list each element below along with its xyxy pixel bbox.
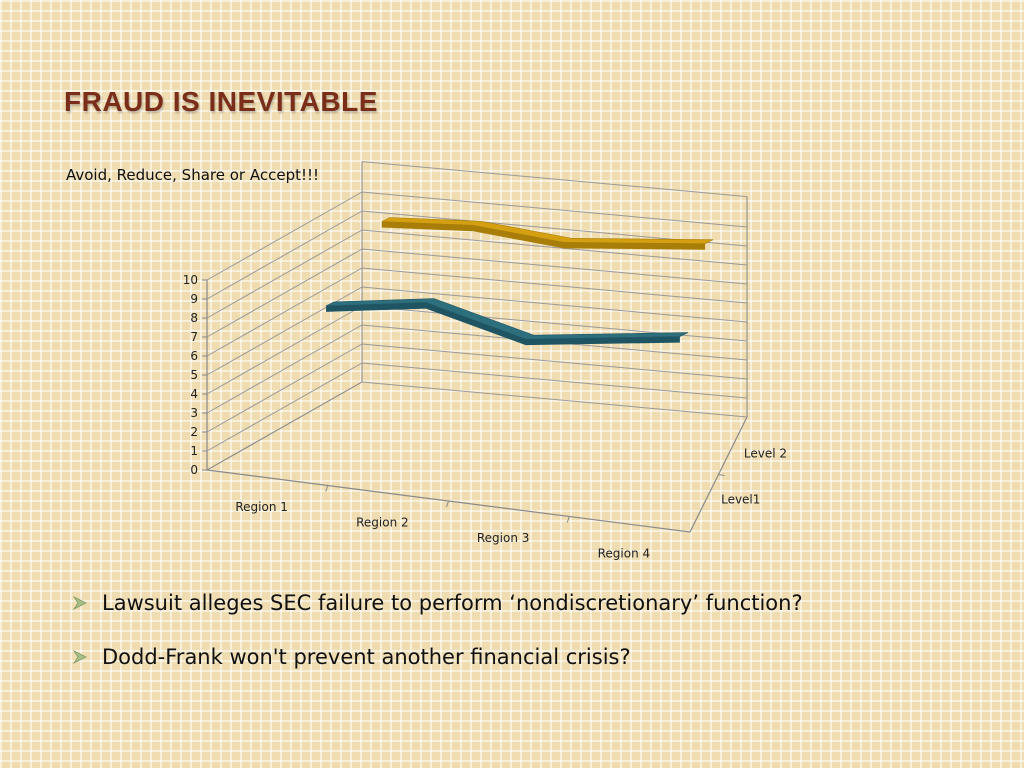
gridline-side — [206, 362, 363, 452]
x-tick-label: Region 1 — [235, 500, 288, 514]
gridline-side — [206, 305, 363, 395]
y-tick-label: 2 — [190, 425, 198, 439]
x-tick — [446, 500, 449, 508]
y-tick-label: 9 — [190, 292, 198, 306]
gridline-side — [206, 248, 363, 338]
gridline-side — [206, 229, 363, 319]
series-label: Level 2 — [744, 447, 787, 461]
floor-edge — [206, 381, 363, 471]
gridline-back — [361, 267, 748, 304]
bullet-item: Dodd-Frank won't prevent another financi… — [72, 644, 803, 670]
arrow-bullet-icon — [72, 595, 87, 611]
gridline-back — [361, 161, 748, 198]
gridline-back — [361, 191, 748, 228]
x-tick — [325, 485, 329, 492]
gridline-side — [206, 191, 363, 281]
y-tick-label: 4 — [190, 387, 198, 401]
gridline-side — [206, 286, 363, 376]
depth-tick — [718, 474, 725, 476]
y-tick-label: 0 — [190, 463, 198, 477]
x-tick — [566, 516, 570, 523]
arrow-bullet-icon — [72, 649, 87, 665]
gridline-back — [361, 381, 748, 418]
slide-subtitle: Avoid, Reduce, Share or Accept!!! — [66, 166, 320, 184]
series-ribbon-edge — [381, 221, 706, 250]
bullet-list: Lawsuit alleges SEC failure to perform ‘… — [72, 590, 803, 698]
gridline-back — [361, 286, 748, 323]
series-label: Level1 — [721, 493, 760, 507]
y-tick-label: 10 — [183, 273, 198, 287]
gridline-side — [206, 210, 363, 300]
y-tick-label: 5 — [190, 368, 198, 382]
gridline-back — [361, 362, 748, 399]
chart-3d-line: 0 1 2 3 4 5 6 7 8 9 10 Region 1 Region 2 Region 3 Regi… — [183, 161, 787, 560]
bullet-text: Dodd-Frank won't prevent another financi… — [102, 645, 631, 669]
x-tick-label: Region 4 — [598, 546, 651, 560]
slide-title: FRAUD IS INEVITABLE — [64, 86, 378, 117]
y-tick-label: 8 — [190, 311, 198, 325]
bullet-text: Lawsuit alleges SEC failure to perform ‘… — [102, 591, 803, 615]
series-ribbon-edge — [326, 302, 680, 346]
gridline-back — [361, 343, 748, 380]
x-tick-label: Region 2 — [356, 515, 409, 529]
y-tick-label: 7 — [190, 330, 198, 344]
gridline-side — [206, 324, 363, 414]
gridline-side — [206, 343, 363, 433]
y-tick-label: 1 — [190, 444, 198, 458]
gridline-back — [361, 229, 748, 266]
y-tick-label: 3 — [190, 406, 198, 420]
bullet-item: Lawsuit alleges SEC failure to perform ‘… — [72, 590, 803, 616]
gridline-back — [361, 248, 748, 285]
y-tick-label: 6 — [190, 349, 198, 363]
x-tick-label: Region 3 — [477, 531, 530, 545]
gridline-side — [206, 267, 363, 357]
